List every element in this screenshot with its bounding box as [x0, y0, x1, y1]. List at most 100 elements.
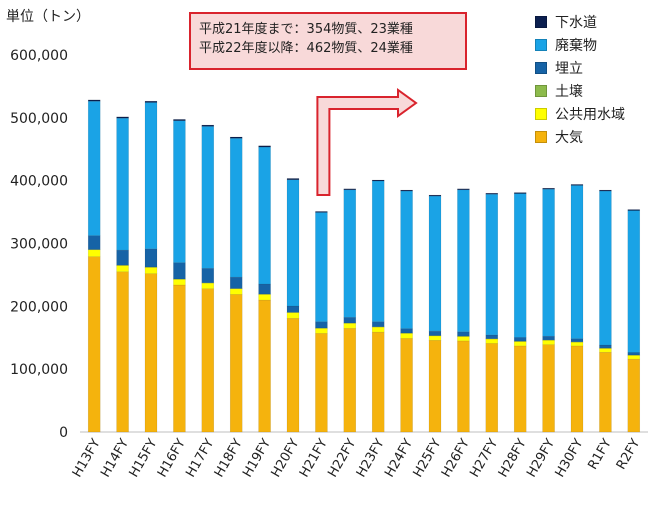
bar-segment: [400, 190, 413, 329]
bar-stack-H23FY: [371, 179, 385, 433]
bar-segment: [457, 336, 470, 342]
bar-segment: [542, 188, 555, 337]
bar-segment: [570, 184, 584, 186]
bar-segment: [570, 185, 584, 339]
legend-label: 土壌: [555, 83, 583, 100]
y-tick-label: 500,000: [10, 111, 68, 127]
legend-item: 公共用水域: [535, 102, 625, 125]
x-tick-label: H30FY: [553, 436, 587, 480]
bar-segment: [173, 262, 186, 280]
bar-stack-H17FY: [201, 124, 215, 433]
chart-legend: 下水道 廃棄物 埋立 土壌 公共用水域 大気: [535, 10, 625, 148]
bar-segment: [286, 179, 300, 307]
bar-segment: [116, 271, 129, 433]
bar-segment: [457, 189, 470, 333]
bar-segment: [116, 265, 129, 273]
bar-segment: [258, 294, 271, 301]
bar-segment: [428, 335, 442, 341]
bar-stack-H18FY: [229, 136, 243, 433]
bar-segment: [400, 333, 413, 339]
bar-segment: [627, 209, 641, 211]
legend-label: 埋立: [555, 60, 583, 77]
bar-stack-H20FY: [286, 178, 300, 433]
bar-stack-H25FY: [428, 194, 442, 433]
bar-segment: [371, 179, 385, 182]
bar-segment: [286, 312, 300, 319]
bar-segment: [343, 188, 357, 191]
bar-segment: [599, 348, 612, 353]
bar-segment: [144, 100, 158, 103]
legend-item: 土壌: [535, 79, 625, 102]
bar-stack-H19FY: [258, 145, 271, 433]
bar-segment: [599, 351, 612, 433]
bar-segment: [428, 330, 442, 336]
bar-segment: [428, 194, 442, 197]
bar-segment: [599, 190, 612, 346]
bar-segment: [599, 344, 612, 349]
bar-stack-H15FY: [144, 100, 158, 433]
bar-segment: [371, 180, 385, 322]
bar-segment: [428, 195, 442, 332]
bar-segment: [400, 338, 413, 433]
bar-stack-H22FY: [343, 188, 357, 433]
bar-segment: [400, 328, 413, 334]
bar-segment: [87, 256, 101, 433]
bar-segment: [173, 279, 186, 286]
y-tick-label: 100,000: [10, 362, 68, 378]
legend-swatch: [535, 38, 547, 51]
bar-segment: [229, 276, 243, 289]
bar-segment: [144, 102, 158, 250]
bar-segment: [570, 338, 584, 343]
bar-segment: [201, 126, 215, 269]
bar-stack-H29FY: [542, 187, 555, 433]
bar-segment: [258, 145, 271, 148]
y-tick-label: 400,000: [10, 174, 68, 190]
bar-segment: [315, 321, 328, 329]
bar-segment: [542, 187, 555, 190]
bar-segment: [371, 331, 385, 433]
legend-item: 下水道: [535, 10, 625, 33]
bar-stack-H28FY: [513, 192, 527, 433]
bar-segment: [570, 341, 584, 347]
legend-label: 公共用水域: [555, 106, 625, 123]
bar-segment: [201, 282, 215, 289]
y-tick-label: 300,000: [10, 237, 68, 253]
bar-segment: [457, 331, 470, 337]
bar-segment: [627, 210, 641, 353]
legend-label: 下水道: [555, 14, 597, 31]
y-tick-label: 0: [59, 425, 68, 441]
bar-segment: [201, 268, 215, 284]
note-box: 平成21年度まで：354物質、23業種 平成22年度以降：462物質、24業種: [189, 12, 467, 70]
bar-segment: [116, 116, 129, 119]
bar-segment: [286, 318, 300, 433]
bar-segment: [315, 328, 328, 334]
bar-segment: [485, 343, 499, 433]
bar-segment: [144, 273, 158, 433]
legend-label: 廃棄物: [555, 37, 597, 54]
y-tick-label: 600,000: [10, 48, 68, 64]
bar-segment: [457, 340, 470, 433]
bar-segment: [627, 355, 641, 360]
bar-segment: [229, 138, 243, 278]
bar-segment: [513, 345, 527, 433]
bar-segment: [627, 352, 641, 356]
bar-segment: [201, 288, 215, 433]
legend-swatch: [535, 130, 547, 143]
bar-stack-H13FY: [87, 99, 101, 433]
bar-segment: [627, 358, 641, 433]
bar-segment: [428, 340, 442, 433]
bar-segment: [229, 136, 243, 139]
bar-segment: [485, 193, 499, 336]
bar-stack-R1FY: [599, 189, 612, 433]
bar-stack-H14FY: [116, 116, 129, 433]
bar-segment: [371, 321, 385, 328]
bar-segment: [258, 283, 271, 295]
bar-segment: [343, 328, 357, 433]
bar-segment: [87, 100, 101, 236]
bar-stack-H30FY: [570, 184, 584, 433]
bar-segment: [315, 211, 328, 213]
bar-stack-H24FY: [400, 189, 413, 433]
y-tick-label: 200,000: [10, 299, 68, 315]
bar-segment: [315, 212, 328, 322]
